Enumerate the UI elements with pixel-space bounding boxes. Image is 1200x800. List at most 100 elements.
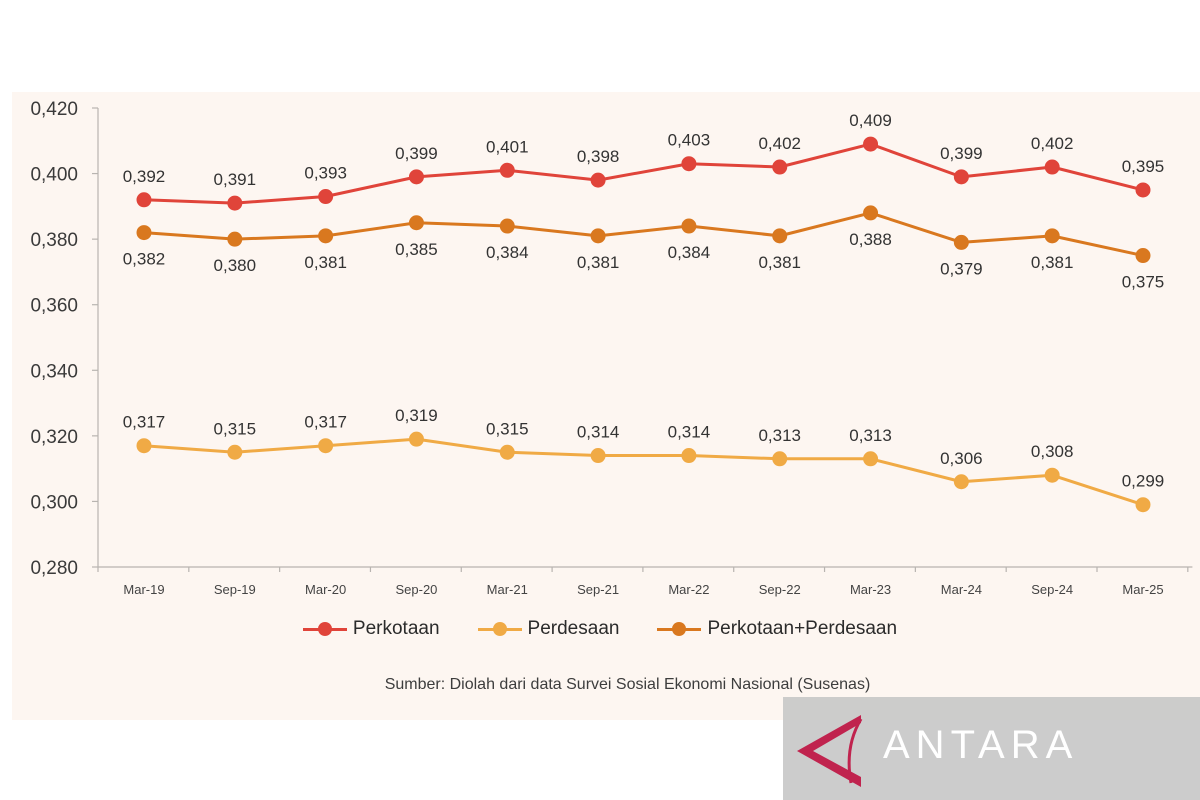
data-point (408, 215, 424, 231)
series-perdesaan: 0,317 0,315 0,317 0,319 0,315 0,314 0,314 0,313… (123, 406, 1165, 513)
x-tick-label: Sep-20 (395, 582, 437, 597)
data-label: 0,314 (668, 423, 711, 442)
y-tick-label: 0,380 (30, 230, 78, 251)
x-tick-label: Mar-21 (487, 582, 528, 597)
data-point (227, 444, 243, 460)
data-label: 0,381 (1031, 253, 1074, 272)
data-point (681, 218, 697, 234)
data-label: 0,308 (1031, 442, 1074, 461)
y-tick-label: 0,400 (30, 165, 78, 186)
x-tick-label: Mar-24 (941, 582, 982, 597)
data-label: 0,381 (758, 253, 801, 272)
data-point (772, 159, 788, 175)
data-label: 0,379 (940, 259, 983, 278)
data-point (863, 451, 879, 467)
data-label: 0,409 (849, 111, 892, 130)
data-label: 0,314 (577, 423, 620, 442)
data-point (1044, 228, 1060, 244)
legend-marker-icon (302, 622, 347, 636)
data-label: 0,315 (214, 419, 257, 438)
data-point (772, 451, 788, 467)
antara-logo-icon (797, 715, 863, 787)
data-label: 0,306 (940, 449, 983, 468)
data-point (953, 169, 969, 185)
antara-watermark: ANTARA (783, 697, 1200, 800)
data-point (863, 205, 879, 221)
data-point (590, 172, 606, 188)
data-label: 0,399 (940, 144, 983, 163)
y-tick-label: 0,280 (30, 558, 78, 579)
y-tick-label: 0,360 (30, 296, 78, 317)
x-tick-label: Mar-22 (668, 582, 709, 597)
data-point (681, 448, 697, 464)
data-label: 0,402 (758, 134, 801, 153)
y-axis: 0,420 0,400 0,380 0,360 0,340 0,320 0,300 0,280 (30, 99, 99, 579)
data-point (136, 438, 152, 454)
data-label: 0,403 (668, 131, 711, 150)
y-tick-label: 0,340 (30, 361, 78, 382)
x-tick-label: Mar-19 (123, 582, 164, 597)
data-label: 0,381 (304, 253, 347, 272)
data-point (1135, 182, 1151, 198)
legend: Perkotaan Perdesaan Perkotaan+Perdesaan (0, 618, 1200, 640)
data-point (499, 162, 515, 178)
legend-item-perkotaan-perdesaan: Perkotaan+Perdesaan (657, 618, 897, 640)
data-point (227, 195, 243, 211)
data-label: 0,313 (758, 426, 801, 445)
series-line (143, 211, 1144, 258)
data-label: 0,384 (668, 243, 711, 262)
data-point (318, 189, 334, 205)
x-tick-label: Mar-23 (850, 582, 891, 597)
series-perkotaan: 0,392 0,391 0,393 0,399 0,401 0,398 0,403 0,402… (123, 111, 1165, 211)
data-label: 0,385 (395, 240, 438, 259)
data-point (136, 192, 152, 208)
data-point (136, 225, 152, 241)
data-point (408, 169, 424, 185)
x-tick-label: Mar-20 (305, 582, 346, 597)
data-point (1044, 467, 1060, 483)
series-line (143, 437, 1144, 507)
data-point (953, 474, 969, 490)
series-line (143, 142, 1144, 205)
data-label: 0,317 (123, 413, 166, 432)
data-point (318, 228, 334, 244)
legend-label: Perdesaan (527, 618, 620, 639)
data-label: 0,395 (1122, 157, 1165, 176)
data-point (499, 444, 515, 460)
data-label: 0,380 (214, 256, 257, 275)
x-tick-label: Sep-21 (577, 582, 619, 597)
legend-marker-icon (477, 622, 522, 636)
data-label: 0,393 (304, 164, 347, 183)
x-tick-label: Sep-24 (1031, 582, 1073, 597)
antara-brand-text: ANTARA (883, 723, 1079, 767)
legend-item-perdesaan: Perdesaan (477, 618, 620, 640)
data-label: 0,401 (486, 137, 529, 156)
data-label: 0,388 (849, 230, 892, 249)
x-tick-label: Sep-22 (759, 582, 801, 597)
legend-label: Perkotaan+Perdesaan (707, 618, 898, 639)
data-label: 0,384 (486, 243, 529, 262)
data-label: 0,399 (395, 144, 438, 163)
data-label: 0,381 (577, 253, 620, 272)
legend-label: Perkotaan (352, 618, 440, 639)
data-point (318, 438, 334, 454)
legend-item-perkotaan: Perkotaan (302, 618, 440, 640)
data-point (408, 431, 424, 447)
y-tick-label: 0,420 (30, 99, 78, 120)
x-tick-label: Sep-19 (214, 582, 256, 597)
y-tick-label: 0,320 (30, 427, 78, 448)
data-label: 0,317 (304, 413, 347, 432)
data-point (772, 228, 788, 244)
data-point (681, 156, 697, 172)
data-point (227, 231, 243, 247)
data-label: 0,319 (395, 406, 438, 425)
data-point (1044, 159, 1060, 175)
data-label: 0,313 (849, 426, 892, 445)
data-label: 0,299 (1122, 472, 1165, 491)
data-label: 0,392 (123, 167, 166, 186)
data-label: 0,398 (577, 147, 620, 166)
data-point (499, 218, 515, 234)
chart-panel (12, 92, 1200, 720)
legend-marker-icon (657, 622, 702, 636)
